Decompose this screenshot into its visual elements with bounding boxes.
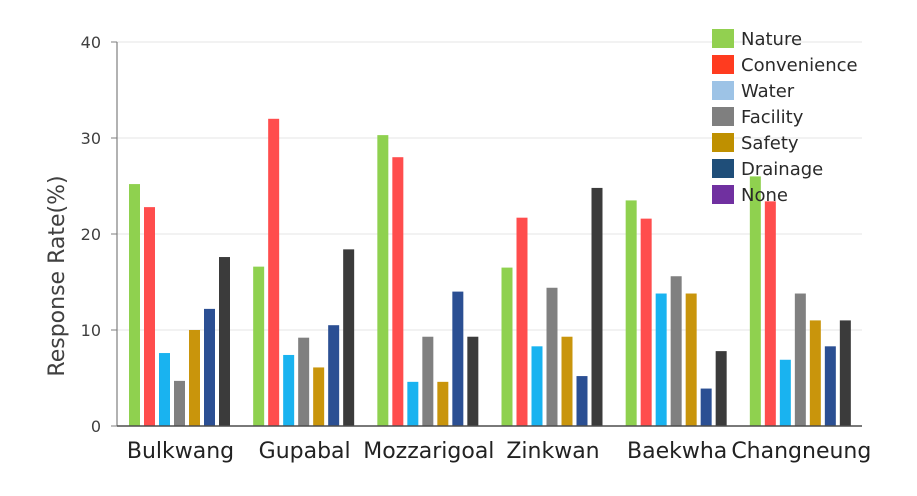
bar-safety-gupabal	[313, 367, 325, 426]
bar-safety-bulkwang	[189, 330, 200, 426]
bar-drainage-zinkwan	[576, 376, 588, 426]
legend-swatch-water	[712, 81, 734, 100]
bar-none-mozzarigoal	[467, 336, 479, 426]
legend-swatch-none	[712, 185, 734, 204]
legend-swatch-safety	[712, 133, 734, 152]
legend: Nature Convenience Water Facility Safety Drai…	[712, 29, 858, 206]
legend-label-none: None	[741, 185, 788, 206]
bar-nature-mozzarigoal	[377, 135, 389, 426]
legend-swatch-drainage	[712, 159, 734, 178]
bar-none-zinkwan	[591, 187, 603, 426]
y-tick-labels: 0 10 20 30 40	[81, 33, 101, 436]
bar-convenience-mozzarigoal	[392, 157, 404, 426]
x-category-label: Bulkwang	[127, 439, 234, 464]
bar-nature-bulkwang	[129, 184, 140, 426]
legend-label-nature: Nature	[741, 29, 802, 50]
bars	[129, 118, 851, 427]
bar-water-gupabal	[283, 354, 295, 426]
bar-facility-baekwha	[670, 276, 682, 426]
bar-drainage-bulkwang	[204, 308, 215, 426]
bar-safety-mozzarigoal	[437, 381, 449, 426]
bar-facility-bulkwang	[174, 380, 185, 426]
y-tick-label: 10	[81, 321, 101, 340]
bar-drainage-changneung	[824, 346, 836, 426]
x-category-label: Gupabal	[259, 439, 351, 464]
bar-water-zinkwan	[531, 346, 543, 426]
x-category-label: Zinkwan	[506, 439, 599, 464]
bar-facility-mozzarigoal	[422, 336, 434, 426]
legend-label-water: Water	[741, 81, 795, 102]
legend-swatch-facility	[712, 107, 734, 126]
y-tick-label: 30	[81, 129, 101, 148]
legend-swatch-convenience	[712, 55, 734, 74]
legend-label-safety: Safety	[741, 133, 799, 154]
bar-drainage-baekwha	[700, 388, 712, 426]
bar-convenience-gupabal	[268, 118, 280, 427]
bar-nature-baekwha	[625, 200, 637, 426]
y-tick-label: 40	[81, 33, 101, 52]
y-tick-label: 0	[91, 417, 101, 436]
bar-facility-zinkwan	[546, 287, 558, 426]
x-category-label: Mozzarigoal	[363, 439, 494, 464]
legend-label-drainage: Drainage	[741, 159, 823, 180]
bar-water-bulkwang	[159, 353, 170, 426]
x-category-label: Baekwha	[627, 439, 727, 464]
bar-nature-zinkwan	[501, 267, 513, 426]
bar-none-changneung	[839, 320, 851, 426]
bar-water-baekwha	[655, 293, 667, 426]
bar-facility-gupabal	[298, 337, 310, 426]
legend-swatch-nature	[712, 29, 734, 48]
bar-convenience-bulkwang	[144, 207, 155, 426]
bar-convenience-zinkwan	[516, 217, 528, 426]
bar-nature-gupabal	[253, 266, 265, 426]
axes	[116, 42, 862, 427]
legend-label-facility: Facility	[741, 107, 804, 128]
bar-none-gupabal	[343, 249, 355, 426]
bar-water-mozzarigoal	[407, 381, 419, 426]
bar-nature-changneung	[749, 176, 761, 426]
bar-safety-baekwha	[685, 293, 697, 426]
x-category-label: Changneung	[731, 439, 871, 464]
legend-label-convenience: Convenience	[741, 55, 858, 76]
bar-drainage-gupabal	[328, 325, 340, 426]
y-tick-label: 20	[81, 225, 101, 244]
bar-safety-changneung	[809, 320, 821, 426]
bar-none-baekwha	[715, 351, 727, 426]
gridlines	[111, 41, 862, 427]
bar-facility-changneung	[794, 293, 806, 426]
bar-safety-zinkwan	[561, 336, 573, 426]
bar-convenience-changneung	[764, 201, 776, 426]
bar-none-bulkwang	[219, 257, 230, 426]
bar-drainage-mozzarigoal	[452, 291, 464, 426]
x-category-labels: Bulkwang Gupabal Mozzarigoal Zinkwan Baekwha…	[127, 439, 871, 464]
bar-convenience-baekwha	[640, 218, 652, 426]
bar-water-changneung	[779, 359, 791, 426]
y-axis-title: Response Rate(%)	[45, 175, 70, 376]
